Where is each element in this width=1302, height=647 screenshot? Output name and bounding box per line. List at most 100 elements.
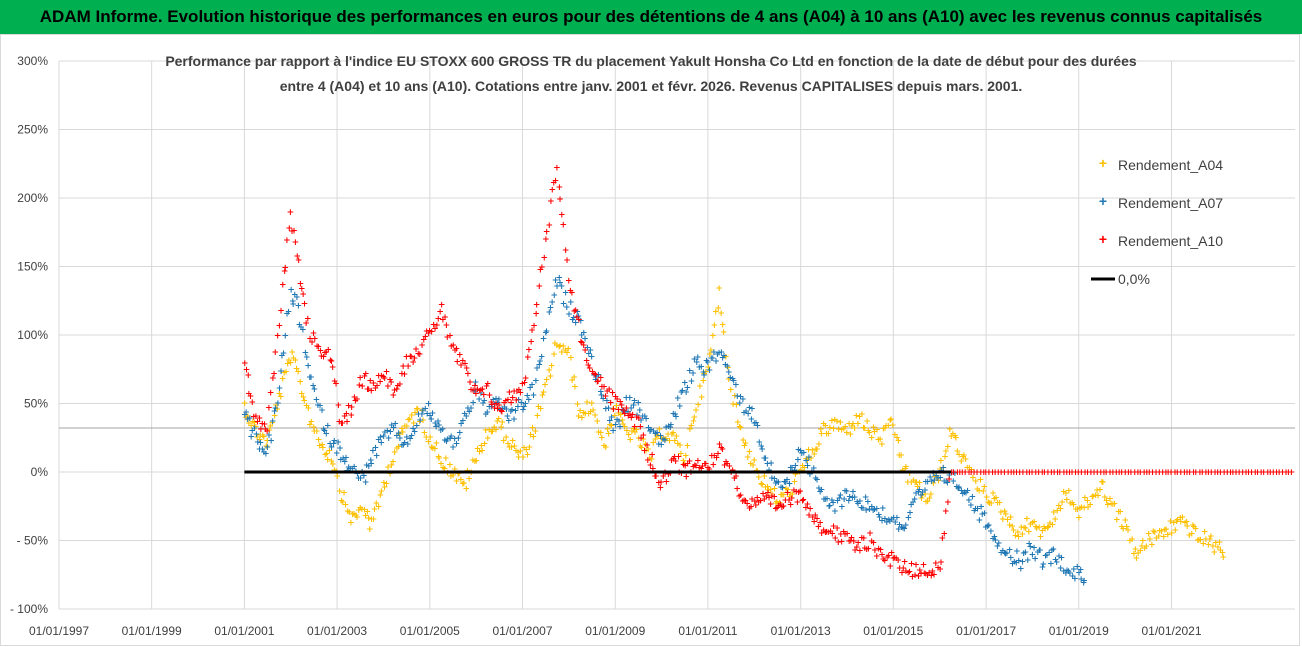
point-a07: +: [588, 352, 596, 362]
point-a07: +: [1045, 549, 1053, 559]
point-a10: +: [257, 425, 265, 435]
point-a10: +: [1242, 468, 1250, 478]
x-tick-label: 01/01/1999: [122, 624, 182, 638]
point-a04: +: [1176, 514, 1184, 524]
point-a10: +: [948, 468, 956, 478]
point-a04: +: [1162, 525, 1170, 535]
point-a04: +: [488, 428, 496, 438]
point-a07: +: [479, 399, 487, 409]
point-a04: +: [930, 472, 938, 482]
point-a10: +: [837, 530, 845, 540]
point-a10: +: [995, 468, 1003, 478]
point-a10: +: [552, 177, 560, 187]
point-a10: +: [517, 389, 525, 399]
point-a04: +: [619, 416, 627, 426]
point-a04: +: [1107, 500, 1115, 510]
point-a10: +: [577, 338, 585, 348]
point-a04: +: [1161, 526, 1169, 536]
point-a10: +: [466, 378, 474, 388]
point-a04: +: [419, 416, 427, 426]
point-a07: +: [818, 485, 826, 495]
point-a04: +: [896, 451, 904, 461]
point-a07: +: [915, 487, 923, 497]
point-a04: +: [482, 426, 490, 436]
point-a10: +: [245, 389, 253, 399]
point-a04: +: [587, 407, 595, 417]
point-a10: +: [533, 300, 541, 310]
point-a10: +: [799, 497, 807, 507]
point-a04: +: [868, 433, 876, 443]
point-a04: +: [256, 436, 264, 446]
point-a04: +: [574, 400, 582, 410]
point-a10: +: [367, 387, 375, 397]
point-a07: +: [676, 402, 684, 412]
point-a10: +: [583, 356, 591, 366]
point-a04: +: [408, 411, 416, 421]
point-a10: +: [796, 487, 804, 497]
point-a10: +: [692, 462, 700, 472]
point-a07: +: [581, 334, 589, 344]
point-a07: +: [767, 459, 775, 469]
point-a10: +: [912, 561, 920, 571]
point-a07: +: [311, 385, 319, 395]
point-a07: +: [377, 433, 385, 443]
point-a07: +: [443, 437, 451, 447]
point-a04: +: [386, 470, 394, 480]
point-a10: +: [896, 564, 904, 574]
point-a10: +: [1063, 468, 1071, 478]
point-a10: +: [847, 536, 855, 546]
point-a07: +: [348, 465, 356, 475]
point-a07: +: [548, 298, 556, 308]
point-a04: +: [1074, 505, 1082, 515]
point-a07: +: [367, 456, 375, 466]
point-a07: +: [631, 396, 639, 406]
point-a10: +: [1207, 468, 1215, 478]
point-a07: +: [274, 399, 282, 409]
point-a04: +: [404, 416, 412, 426]
point-a10: +: [945, 475, 953, 485]
point-a10: +: [515, 386, 523, 396]
point-a07: +: [959, 490, 967, 500]
point-a10: +: [755, 498, 763, 508]
point-a04: +: [524, 450, 532, 460]
point-a04: +: [342, 501, 350, 511]
point-a04: +: [755, 473, 763, 483]
point-a10: +: [875, 545, 883, 555]
point-a04: +: [1020, 524, 1028, 534]
point-a07: +: [868, 502, 876, 512]
point-a07: +: [893, 513, 901, 523]
point-a07: +: [700, 368, 708, 378]
point-a10: +: [760, 495, 768, 505]
point-a10: +: [1016, 468, 1024, 478]
point-a04: +: [1076, 504, 1084, 514]
point-a07: +: [768, 474, 776, 484]
point-a10: +: [244, 371, 252, 381]
point-a10: +: [699, 462, 707, 472]
point-a10: +: [1264, 468, 1272, 478]
point-a07: +: [905, 513, 913, 523]
point-a04: +: [871, 427, 879, 437]
point-a04: +: [1057, 504, 1065, 514]
point-a10: +: [813, 515, 821, 525]
point-a04: +: [1065, 487, 1073, 497]
point-a07: +: [781, 477, 789, 487]
point-a10: +: [509, 394, 517, 404]
point-a07: +: [599, 394, 607, 404]
point-a10: +: [1118, 468, 1126, 478]
point-a04: +: [660, 434, 668, 444]
point-a10: +: [1094, 468, 1102, 478]
chart-frame: 300% 250% 200% 150% 100% 50% 0% - 50% - 100% 01/…: [0, 34, 1300, 646]
point-a04: +: [280, 369, 288, 379]
point-a04: +: [690, 417, 698, 427]
point-a10: +: [917, 570, 925, 580]
point-a04: +: [880, 424, 888, 434]
point-a04: +: [362, 512, 370, 522]
point-a10: +: [1266, 468, 1274, 478]
point-a04: +: [764, 482, 772, 492]
point-a07: +: [890, 514, 898, 524]
point-a04: +: [828, 417, 836, 427]
point-a07: +: [730, 377, 738, 387]
point-a10: +: [404, 362, 412, 372]
point-a10: +: [647, 461, 655, 471]
point-a04: +: [1122, 516, 1130, 526]
